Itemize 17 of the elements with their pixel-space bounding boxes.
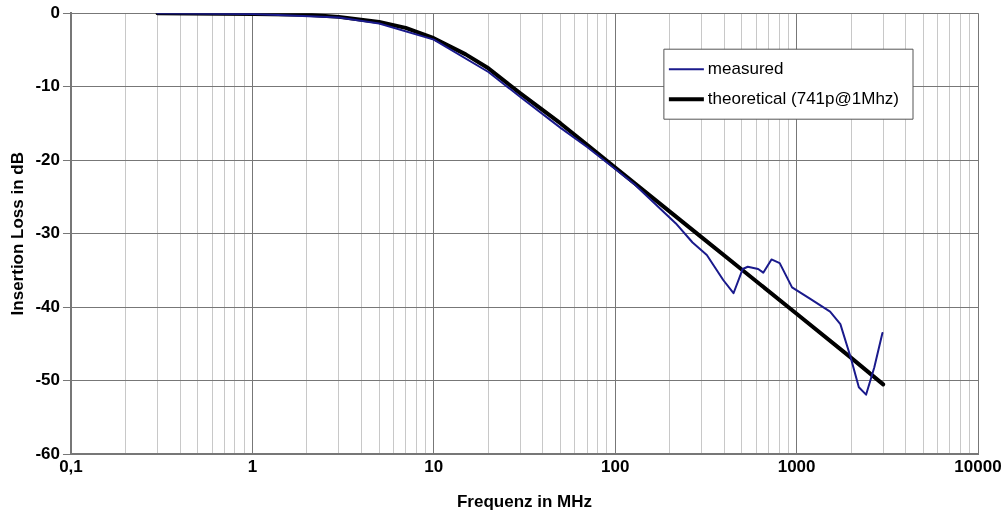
y-tick-label: -20 <box>35 149 60 169</box>
legend-label: measured <box>707 58 784 78</box>
y-tick-label: -60 <box>35 443 60 463</box>
x-tick-label: 1 <box>247 457 258 477</box>
x-tick-label: 1000 <box>777 457 816 477</box>
y-tick-label: -40 <box>35 296 60 316</box>
y-tick-label: -30 <box>35 223 60 243</box>
y-tick-label: 0 <box>50 2 60 22</box>
x-tick-label: 10000 <box>954 457 1002 477</box>
x-tick-label: 0,1 <box>59 457 83 477</box>
x-tick-label: 100 <box>601 457 630 477</box>
x-axis-title: Frequenz in MHz <box>456 492 593 512</box>
y-axis-title: Insertion Loss in dB <box>7 152 27 316</box>
x-tick-label: 10 <box>424 457 444 477</box>
legend-label: theoretical (741p@1Mhz) <box>707 88 900 108</box>
y-tick-label: -50 <box>35 370 60 390</box>
y-tick-label: -10 <box>35 76 60 96</box>
